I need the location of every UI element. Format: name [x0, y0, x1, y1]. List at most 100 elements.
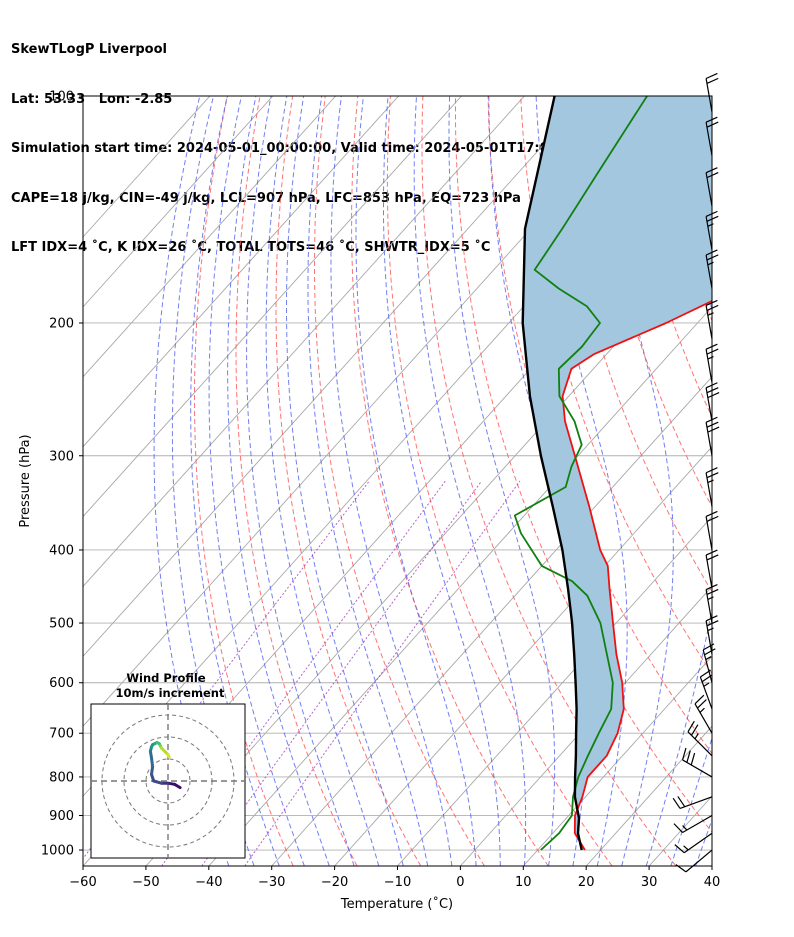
dry-adiabat-line: [749, 96, 794, 866]
wind-barb-feather: [707, 627, 714, 632]
dry-adiabat-line: [386, 96, 613, 866]
moist-adiabat-line: [720, 96, 794, 866]
wind-barb-staff: [705, 554, 713, 589]
y-tick-label: 100: [49, 90, 74, 105]
wind-barb-feather: [706, 121, 719, 128]
wind-barb: [705, 510, 719, 551]
wind-barb-feather: [706, 304, 719, 311]
wind-barb: [705, 549, 719, 589]
wind-barb-feather: [672, 797, 681, 809]
x-tick-label: −60: [69, 875, 96, 890]
isotherm-line: [334, 445, 712, 866]
wind-barb-staff: [705, 122, 713, 156]
wind-barb: [705, 583, 719, 624]
wind-barbs: [672, 72, 720, 873]
wind-barb: [674, 832, 713, 854]
wind-barb-feather: [706, 620, 719, 627]
x-tick-label: −50: [132, 875, 159, 890]
wind-barb: [705, 72, 719, 113]
wind-barb: [705, 210, 719, 251]
isotherm-line: [83, 96, 337, 378]
x-tick-label: 30: [641, 875, 658, 890]
moist-adiabat-line: [383, 96, 501, 866]
cape-area: [522, 96, 712, 850]
hodograph: Wind Profile 10m/s increment: [90, 671, 246, 859]
wind-barb-feather: [705, 167, 718, 174]
wind-barb-feather: [707, 312, 714, 316]
wind-barb: [705, 382, 720, 422]
x-axis-label: Temperature (˚C): [340, 896, 453, 912]
wind-barb: [681, 747, 713, 778]
wind-barb-feather: [694, 694, 705, 705]
wind-barb-feather: [707, 392, 720, 399]
moist-adiabat-line: [208, 96, 305, 866]
wind-barb-staff: [705, 305, 713, 340]
wind-barb-feather: [706, 387, 719, 394]
moist-adiabat-line: [413, 96, 527, 866]
isotherm-line: [775, 96, 794, 866]
moist-adiabat-line: [670, 736, 712, 866]
isotherm-line: [83, 96, 462, 518]
chart-title: SkewTLogP Liverpool: [11, 42, 167, 57]
dry-adiabat-line: [455, 96, 712, 833]
isotherm-line: [145, 236, 712, 866]
wind-barb-staff: [705, 620, 713, 655]
wind-barb: [672, 796, 713, 809]
indices-line-2: LFT IDX=4 ˚C, K IDX=26 ˚C, TOTAL TOTS=46…: [11, 240, 491, 255]
wind-barb-feather: [677, 796, 686, 808]
wind-barb-feather: [674, 844, 685, 854]
wind-barb-staff: [699, 676, 713, 710]
moist-adiabat-line: [593, 96, 674, 866]
x-tick-label: −30: [258, 875, 285, 890]
wind-barb-feather: [699, 707, 705, 713]
profiles: [513, 96, 712, 851]
isotherm-line: [271, 376, 712, 866]
wind-barb-feather: [705, 116, 718, 123]
wind-barb-feather: [706, 554, 719, 561]
wind-barb-staff: [705, 172, 713, 207]
x-tick-label: −10: [384, 875, 411, 890]
wind-barb-staff: [705, 216, 713, 251]
temperature-line: [561, 299, 712, 851]
wind-barb-staff: [705, 422, 713, 456]
x-tick-label: 40: [704, 875, 721, 890]
wind-barb-feather: [707, 596, 714, 600]
wind-barb-feather: [704, 648, 716, 656]
isotherm-line: [83, 96, 399, 448]
wind-barb-staff: [705, 78, 713, 113]
wind-barb-staff: [682, 759, 713, 778]
y-tick-label: 500: [49, 617, 74, 632]
dry-adiabat-line: [235, 96, 358, 866]
wind-barb-feather: [705, 210, 718, 217]
moist-adiabat-line: [355, 96, 477, 866]
moist-adiabat-line: [745, 96, 794, 866]
x-tick-label: 10: [515, 875, 532, 890]
wind-barb: [702, 643, 716, 683]
moist-adiabat-line: [307, 96, 429, 866]
wind-barb-feather: [706, 515, 719, 522]
wind-barb: [705, 467, 719, 507]
y-tick-label: 900: [49, 809, 74, 824]
wind-barb-feather: [705, 299, 718, 307]
indices-line-1: CAPE=18 j/kg, CIN=-49 j/kg, LCL=907 hPa,…: [11, 190, 521, 206]
wind-barb-staff: [702, 649, 713, 683]
dry-adiabat-line: [275, 96, 422, 866]
dry-adiabat-line: [520, 96, 712, 675]
wind-barb-feather: [694, 733, 699, 740]
wind-barb-feather: [706, 421, 719, 428]
wind-barb-staff: [705, 387, 713, 422]
wind-barb: [705, 299, 719, 340]
wind-barb-feather: [690, 752, 696, 766]
moist-adiabat-line: [190, 96, 280, 866]
wind-barb-staff: [705, 589, 713, 624]
dry-adiabat-line: [716, 96, 794, 866]
wind-barb-feather: [706, 588, 719, 596]
wind-barb-feather: [705, 656, 712, 661]
wind-barb-staff: [694, 703, 713, 734]
x-tick-label: −20: [321, 875, 348, 890]
dry-adiabat-line: [314, 96, 485, 866]
wind-barb: [675, 849, 713, 873]
location-line: Lat: 53.33 Lon: -2.85: [11, 91, 173, 107]
wind-barb-feather: [682, 825, 688, 831]
